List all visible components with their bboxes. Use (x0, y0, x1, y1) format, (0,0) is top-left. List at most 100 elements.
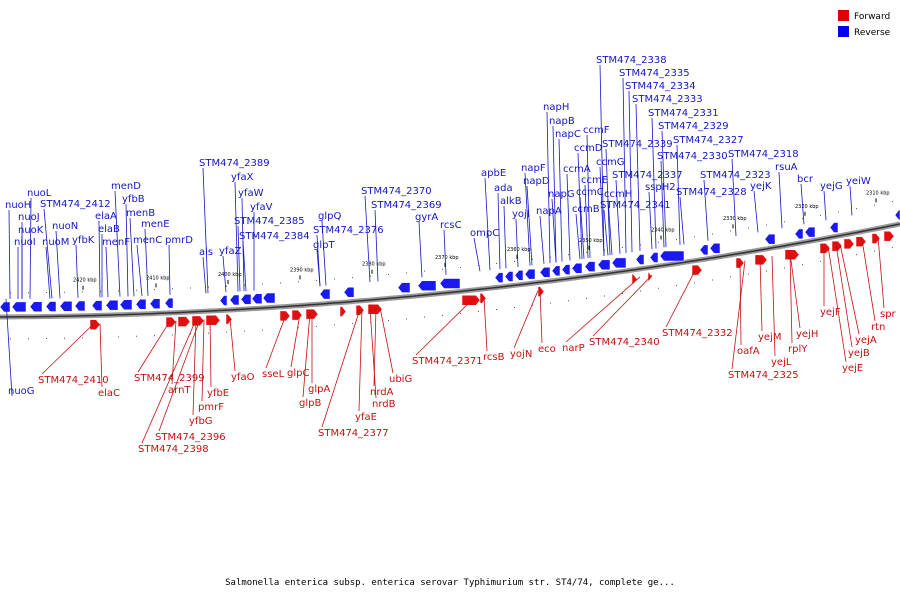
label-leader (823, 190, 827, 221)
gene-arrow-reverse (11, 301, 27, 313)
label-leader (599, 64, 605, 257)
gene-arrow-reverse (397, 282, 411, 293)
map-caption: Salmonella enterica subsp. enterica sero… (225, 578, 675, 588)
label-leader (607, 198, 613, 255)
reverse-gene-label: ada (494, 183, 513, 194)
forward-gene-label: STM474_2398 (138, 444, 209, 455)
label-leader (739, 261, 742, 346)
reverse-gene-label: STM474_2318 (728, 149, 799, 160)
gene-arrow-forward (225, 313, 233, 325)
reverse-gene-label: STM474_2323 (700, 170, 771, 181)
reverse-gene-label: yejG (820, 181, 843, 192)
reverse-gene-label: napD (523, 176, 550, 187)
gene-arrow-reverse (584, 261, 596, 272)
forward-gene-label: nrdA (370, 387, 394, 398)
label-leader (358, 308, 363, 412)
gene-arrow-reverse (240, 294, 252, 305)
label-leader (136, 244, 143, 297)
label-leader (526, 185, 533, 266)
label-leader (43, 208, 53, 299)
gene-arrow-reverse (504, 271, 514, 282)
gene-arrow-forward (537, 286, 545, 297)
reverse-gene-label: pmrD (165, 235, 193, 246)
reverse-gene-label: nuoH (5, 200, 31, 211)
label-leader (584, 184, 589, 259)
gene-arrow-forward (291, 309, 303, 321)
label-leader (41, 323, 95, 375)
reverse-gene-label: yfaV (250, 202, 273, 213)
forward-gene-label: yejA (855, 335, 877, 346)
label-leader (158, 319, 201, 432)
gene-arrow-forward (883, 230, 895, 242)
reverse-gene-label: ccmB (572, 204, 600, 215)
label-leader (415, 297, 475, 356)
forward-gene-label: rplY (788, 344, 808, 355)
label-leader (579, 196, 585, 259)
forward-gene-label: elaC (98, 388, 120, 399)
reverse-gene-label: STM474_2329 (658, 121, 729, 132)
gene-arrow-forward (367, 303, 383, 315)
gene-arrow-reverse (514, 270, 524, 281)
gene-arrow-reverse (45, 301, 57, 312)
reverse-gene-label: yfaZ (219, 246, 242, 257)
gene-arrow-reverse (319, 288, 331, 300)
forward-gene-label: STM474_2396 (155, 432, 226, 443)
reverse-gene-label: STM474_2376 (313, 225, 384, 236)
label-leader (513, 290, 539, 349)
label-leader (524, 172, 531, 266)
forward-gene-label: STM474_2325 (728, 370, 799, 381)
scale-tick-label: 2350 kbp (579, 238, 603, 244)
reverse-gene-label: nuoM (42, 237, 69, 248)
reverse-gene-label: ccmD (574, 143, 603, 154)
label-leader (321, 308, 361, 428)
gene-arrow-reverse (149, 298, 161, 309)
label-leader (839, 243, 860, 335)
reverse-gene-label: nuoI (14, 237, 36, 248)
gene-arrow-reverse (59, 301, 73, 312)
gene-arrow-reverse (561, 264, 571, 275)
gene-arrow-reverse (494, 272, 504, 283)
reverse-gene-label: yeiW (846, 176, 871, 187)
reverse-gene-label: STM474_2369 (371, 200, 442, 211)
scale-tick-label: 2320 kbp (795, 204, 819, 210)
reverse-gene-label: STM474_2334 (625, 81, 696, 92)
forward-gene-label: yojN (510, 349, 532, 360)
forward-gene-label: ubiG (389, 374, 412, 385)
label-leader (539, 290, 543, 344)
reverse-gene-label: ccmH (604, 189, 632, 200)
label-leader (497, 192, 501, 270)
backbone (0, 223, 900, 318)
forward-gene-label: STM474_2377 (318, 428, 389, 439)
gene-arrow-forward (843, 238, 855, 250)
forward-gene-label: yejE (842, 363, 863, 374)
label-leader (229, 317, 236, 372)
reverse-gene-label: apbE (481, 168, 506, 179)
forward-gene-label: glpB (299, 398, 321, 409)
forward-gene-label: yejF (820, 307, 841, 318)
label-leader (759, 258, 763, 332)
label-leader (443, 229, 447, 275)
reverse-gene-label: ccmE (581, 175, 608, 186)
gene-arrow-reverse (597, 259, 611, 271)
gene-arrow-forward (691, 264, 703, 276)
reverse-gene-label: yfaW (238, 188, 264, 199)
label-leader (168, 244, 171, 295)
label-leader (201, 319, 205, 402)
reverse-gene-label: elaA (95, 211, 117, 222)
reverse-gene-label: ccmG (596, 157, 625, 168)
forward-gene-label: arnT (168, 385, 191, 396)
gene-arrow-reverse (343, 286, 355, 298)
reverse-gene-label: gyrA (415, 212, 438, 223)
label-leader (265, 314, 287, 369)
scale-tick-label: 2370 kbp (435, 255, 459, 261)
reverse-gene-label: ccmA (563, 164, 591, 175)
gene-arrow-forward (279, 310, 291, 322)
label-leader (731, 260, 746, 370)
reverse-gene-label: nuoK (18, 225, 44, 236)
label-leader (321, 220, 327, 286)
scale-tick-label: 2400 kbp (218, 272, 242, 278)
legend-swatch-reverse (838, 26, 849, 37)
gene-arrow-reverse (709, 243, 721, 254)
